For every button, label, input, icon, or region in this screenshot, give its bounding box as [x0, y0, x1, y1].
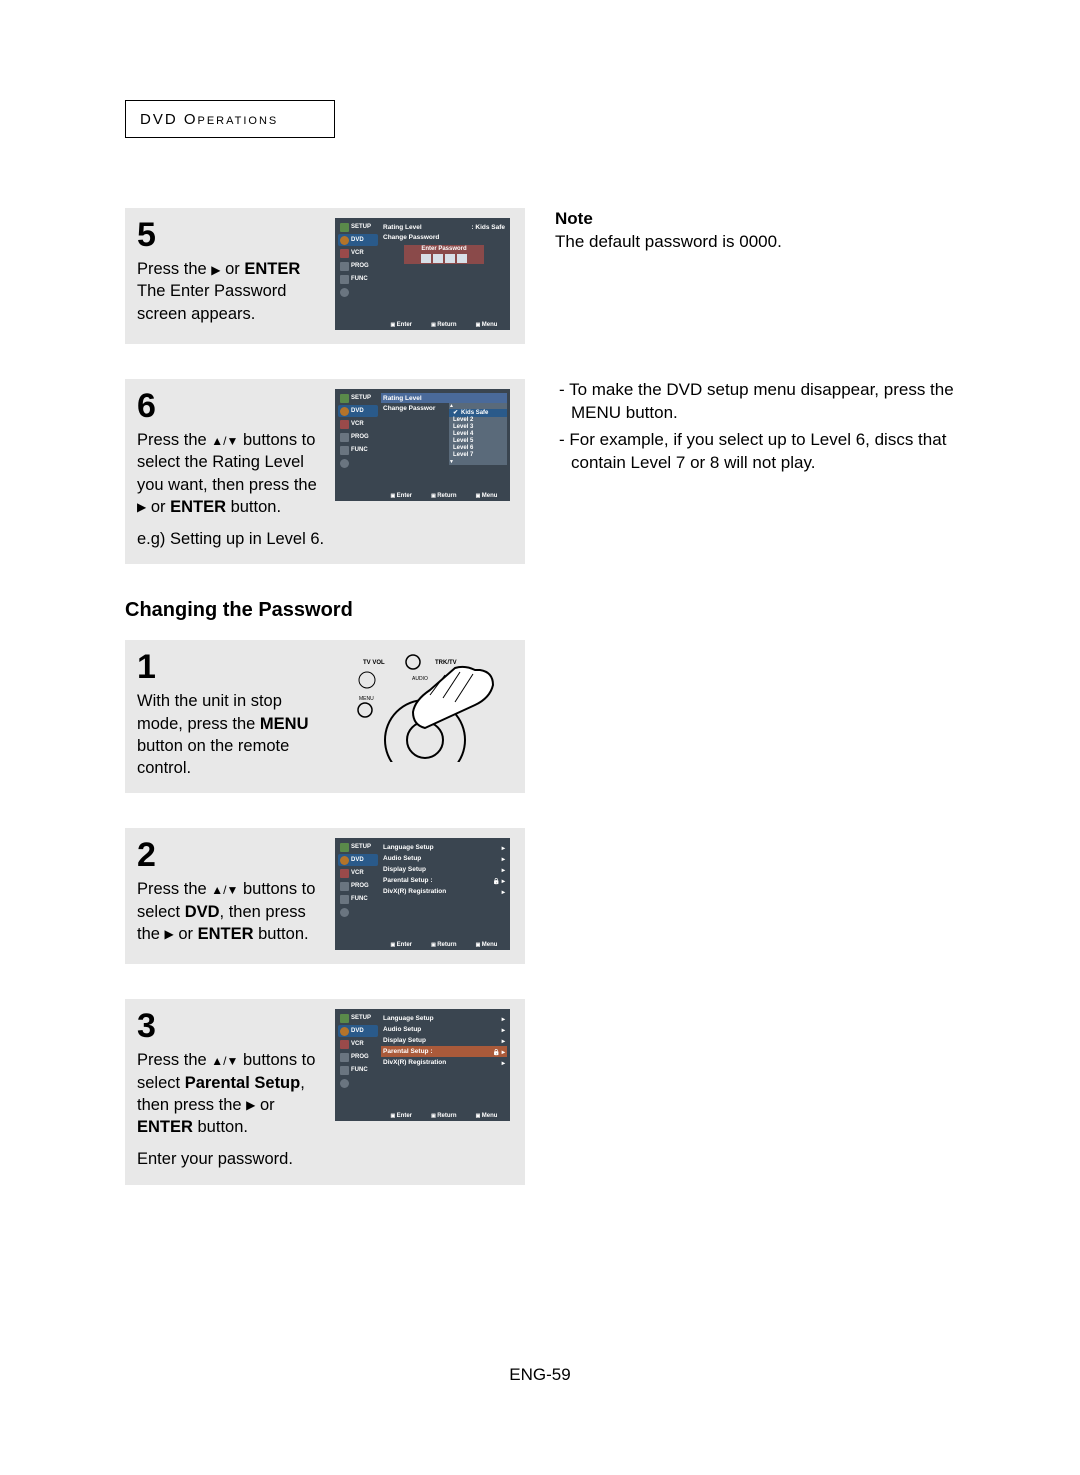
up-down-icon: ▲/▼ [211, 433, 238, 449]
step-3: 3 Press the ▲/▼ buttons to select Parent… [125, 999, 525, 1184]
step-instruction: Press the ▲/▼ buttons to select Parental… [137, 1049, 325, 1138]
step-instruction: Press the ▲/▼ buttons to select the Rati… [137, 429, 325, 518]
section-header: DVD Operations [125, 100, 335, 138]
step-instruction: With the unit in stop mode, press the ME… [137, 690, 325, 779]
up-down-icon: ▲/▼ [211, 882, 238, 898]
play-right-icon: ▶ [137, 499, 146, 515]
step-number: 5 [137, 218, 325, 252]
osd-tab: VCR [338, 247, 378, 259]
svg-text:MENU: MENU [359, 696, 374, 702]
step-instruction: Press the ▲/▼ buttons to select DVD, the… [137, 878, 325, 945]
remote-illustration: TV VOL TRK/TV AUDIO MENU [335, 650, 510, 762]
osd-screenshot-6: SETUP DVD VCR PROG FUNC Rating Level Cha… [335, 389, 510, 501]
osd-screenshot-3: SETUP DVD VCR PROG FUNC Language Setup▸ … [335, 1009, 510, 1121]
svg-text:TRK/TV: TRK/TV [435, 660, 457, 666]
svg-text:AUDIO: AUDIO [412, 676, 428, 682]
step-number: 6 [137, 389, 325, 423]
play-right-icon: ▶ [246, 1097, 255, 1113]
page-number: ENG-59 [0, 1365, 1080, 1385]
osd-screenshot-2: SETUP DVD VCR PROG FUNC Language Setup▸ … [335, 838, 510, 950]
play-right-icon: ▶ [211, 262, 220, 278]
play-right-icon: ▶ [165, 926, 174, 942]
osd-tab: DVD [338, 234, 378, 246]
osd-screenshot-5: SETUP DVD VCR PROG FUNC Rating Level: Ki… [335, 218, 510, 330]
step-2: 2 Press the ▲/▼ buttons to select DVD, t… [125, 828, 525, 964]
side-notes: - To make the DVD setup menu disappear, … [555, 379, 955, 475]
step-1: 1 With the unit in stop mode, press the … [125, 640, 525, 793]
up-down-icon: ▲/▼ [211, 1053, 238, 1069]
osd-tab: FUNC [338, 273, 378, 285]
osd-tab [338, 286, 378, 298]
step-6: 6 Press the ▲/▼ buttons to select the Ra… [125, 379, 525, 564]
header-text: DVD Operations [140, 111, 278, 128]
osd-tab: SETUP [338, 221, 378, 233]
svg-text:TV VOL: TV VOL [363, 660, 385, 666]
subsection-title: Changing the Password [125, 599, 955, 622]
osd-tab: PROG [338, 260, 378, 272]
step-instruction: Press the ▶ or ENTER The Enter Password … [137, 258, 325, 325]
note-block: Note The default password is 0000. [555, 208, 955, 344]
step-5: 5 Press the ▶ or ENTER The Enter Passwor… [125, 208, 525, 344]
